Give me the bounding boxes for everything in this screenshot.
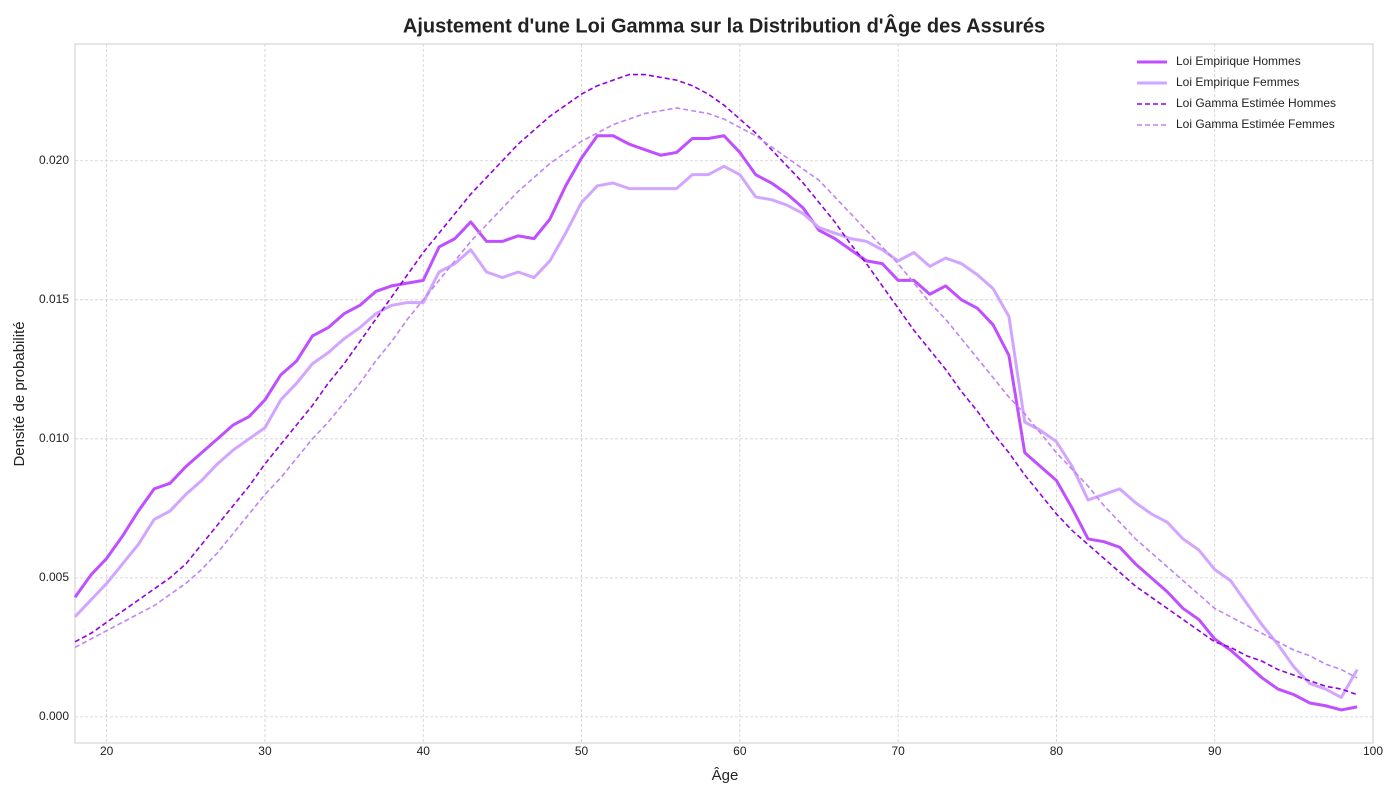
legend-label: Loi Empirique Femmes	[1176, 75, 1299, 89]
x-tick-label: 70	[891, 744, 905, 758]
legend-label: Loi Gamma Estimée Hommes	[1176, 96, 1336, 110]
x-tick-label: 30	[258, 744, 272, 758]
series-line	[73, 164, 1359, 699]
x-tick-label: 60	[733, 744, 747, 758]
x-tick-label: 40	[417, 744, 431, 758]
x-tick-label: 90	[1208, 744, 1222, 758]
series-line	[74, 107, 1358, 679]
legend-label: Loi Empirique Hommes	[1176, 54, 1301, 68]
y-tick-label: 0.010	[39, 431, 69, 445]
x-tick-label: 20	[100, 744, 114, 758]
y-tick-label: 0.005	[39, 570, 69, 584]
x-tick-label: 50	[575, 744, 589, 758]
y-tick-label: 0.015	[39, 292, 69, 306]
x-tick-label: 80	[1050, 744, 1064, 758]
x-tick-label: 100	[1363, 744, 1383, 758]
series-line	[73, 134, 1358, 712]
y-axis-label: Densité de probabilité	[11, 321, 28, 466]
legend-label: Loi Gamma Estimée Femmes	[1176, 117, 1335, 131]
plot-frame	[74, 43, 1374, 744]
chart-title: Ajustement d'une Loi Gamma sur la Distri…	[403, 13, 1045, 37]
x-axis-label: Âge	[712, 767, 739, 784]
y-tick-label: 0.020	[39, 153, 69, 167]
y-tick-label: 0.000	[39, 709, 69, 723]
series-line	[74, 73, 1358, 696]
